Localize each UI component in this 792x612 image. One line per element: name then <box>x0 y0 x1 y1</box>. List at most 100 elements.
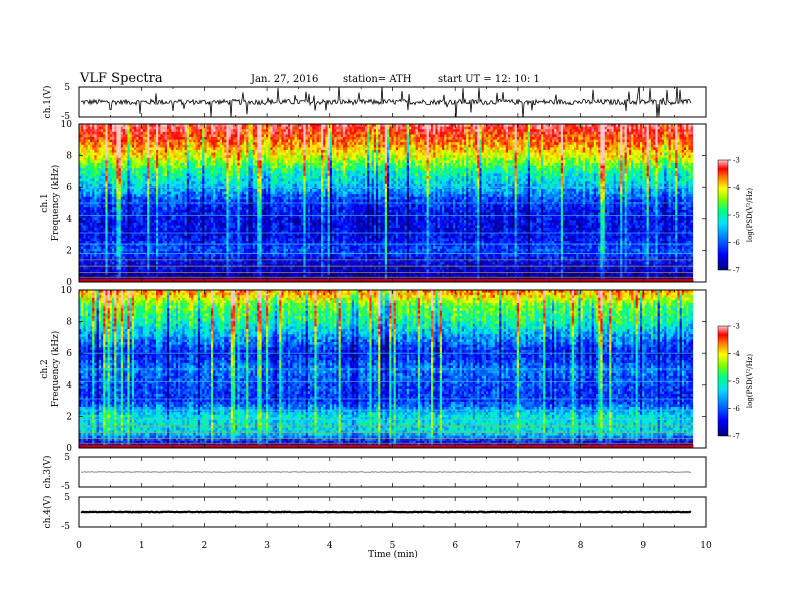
spectrogram-cell <box>121 158 124 161</box>
spectrogram-cell <box>101 176 104 179</box>
spectrogram-cell <box>97 129 100 132</box>
spectrogram-cell <box>116 241 119 244</box>
spectrogram-cell <box>134 212 137 215</box>
spectrogram-cell <box>86 225 89 228</box>
spectrogram-cell <box>130 197 133 200</box>
spectrogram-cell <box>90 134 93 137</box>
spectrogram-cell <box>119 137 122 140</box>
spectrogram-cell <box>92 220 95 223</box>
spectrogram-cell <box>130 254 133 257</box>
spectrogram-cell <box>123 246 126 249</box>
spectrogram-cell <box>125 160 128 163</box>
spectrogram-cell <box>81 212 84 215</box>
spectrogram-cell <box>103 254 106 257</box>
spectrogram-cell <box>119 267 122 270</box>
spectrogram-cell <box>92 246 95 249</box>
spectrogram-cell <box>145 225 148 228</box>
spectrogram-cell <box>97 246 100 249</box>
spectrogram-cell <box>81 184 84 187</box>
spectrogram-cell <box>138 189 141 192</box>
spectrogram-cell <box>132 225 135 228</box>
spectrogram-cell <box>127 160 129 163</box>
spectrogram-cell <box>92 207 95 210</box>
spectrogram-cell <box>94 246 97 249</box>
spectrogram-cell <box>119 127 122 130</box>
spectrogram-cell <box>112 173 115 176</box>
spectrogram-cell <box>121 171 124 174</box>
spectrogram-cell <box>145 176 148 179</box>
spectrogram-cell <box>101 194 104 197</box>
spectrogram-cell <box>99 132 102 135</box>
spectrogram-cell <box>112 236 115 239</box>
spectrogram-cell <box>141 210 144 213</box>
spectrogram-cell <box>114 142 117 145</box>
spectrogram-cell <box>147 192 150 195</box>
spectrogram-cell <box>116 129 119 132</box>
spectrogram-cell <box>125 137 128 140</box>
spectrogram-cell <box>105 181 108 184</box>
spectrogram-cell <box>90 197 93 200</box>
spectrogram-cell <box>138 246 141 249</box>
spectrogram-cell <box>97 147 100 150</box>
spectrogram-cell <box>86 218 89 221</box>
spectrogram-cell <box>123 153 126 156</box>
spectrogram-cell <box>132 173 135 176</box>
spectrogram-cell <box>92 236 95 239</box>
spectrogram-cell <box>119 160 122 163</box>
spectrogram-cell <box>136 267 139 270</box>
spectrogram-cell <box>108 155 111 158</box>
spectrogram-cell <box>110 158 113 161</box>
spectrogram-cell <box>136 160 139 163</box>
spectrogram-cell <box>114 158 117 161</box>
spectrogram-cell <box>83 202 86 205</box>
spectrogram-cell <box>99 134 102 137</box>
spectrogram-cell <box>103 189 106 192</box>
spectrogram-cell <box>110 220 113 223</box>
spectrogram-cell <box>94 153 97 156</box>
spectrogram-cell <box>127 137 129 140</box>
spectrogram-cell <box>97 179 100 182</box>
spectrogram-cell <box>121 155 124 158</box>
spectrogram-cell <box>108 254 111 257</box>
spectrogram-cell <box>81 262 84 265</box>
spectrogram-cell <box>99 220 102 223</box>
spectrogram-cell <box>90 241 93 244</box>
spectrogram-cell <box>88 218 91 221</box>
spectrogram-cell <box>132 145 135 148</box>
spectrogram-cell <box>141 171 144 174</box>
spectrogram-cell <box>138 166 141 169</box>
spectrogram-cell <box>110 132 113 135</box>
spectrogram-cell <box>143 218 146 221</box>
spectrogram-cell <box>88 246 91 249</box>
spectrogram-cell <box>88 168 91 171</box>
spectrogram-cell <box>130 257 133 260</box>
spectrogram-cell <box>116 158 119 161</box>
spectrogram-cell <box>92 168 95 171</box>
spectrogram-cell <box>83 257 86 260</box>
spectrogram-cell <box>149 267 152 270</box>
spectrogram-cell <box>141 192 144 195</box>
spectrogram-cell <box>123 262 126 265</box>
spectrogram-cell <box>99 142 102 145</box>
spectrogram-cell <box>90 199 93 202</box>
spectrogram-cell <box>141 184 144 187</box>
spectrogram-cell <box>147 197 150 200</box>
spectrogram-cell <box>86 220 89 223</box>
spectrogram-cell <box>112 199 115 202</box>
spectrogram-cell <box>147 189 150 192</box>
spectrogram-cell <box>121 163 124 166</box>
spectrogram-cell <box>92 218 95 221</box>
spectrogram-cell <box>145 202 148 205</box>
spectrogram-cell <box>145 223 148 226</box>
spectrogram-cell <box>132 134 135 137</box>
spectrogram-cell <box>121 249 124 252</box>
spectrogram-cell <box>116 142 119 145</box>
spectrogram-cell <box>130 129 133 132</box>
spectrogram-cell <box>112 189 115 192</box>
spectrogram-cell <box>130 267 133 270</box>
spectrogram-cell <box>145 155 148 158</box>
spectrogram-cell <box>97 153 100 156</box>
spectrogram-cell <box>127 246 129 249</box>
spectrogram-cell <box>147 270 150 273</box>
spectrogram-cell <box>127 220 129 223</box>
